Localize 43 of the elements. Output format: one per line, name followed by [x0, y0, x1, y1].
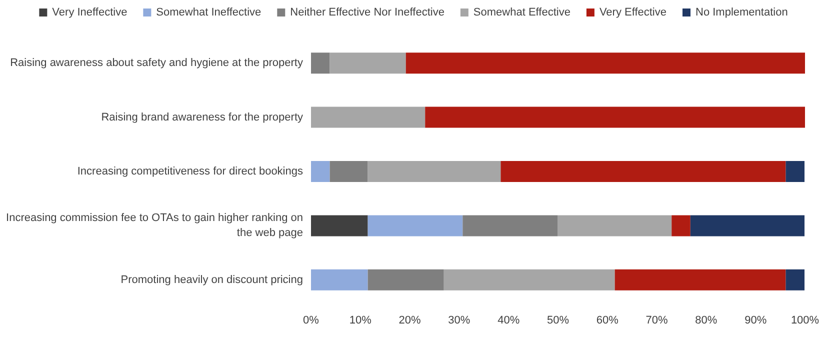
- x-tick-label: 50%: [546, 314, 570, 326]
- bar: [311, 106, 426, 128]
- y-tick-label: Raising brand awareness for the property: [101, 111, 304, 124]
- legend-label: Very Effective: [599, 6, 667, 18]
- x-tick-label: 40%: [498, 314, 520, 326]
- bar: [311, 269, 368, 290]
- bar: [672, 215, 690, 236]
- bar: [500, 161, 786, 182]
- bar: [786, 161, 805, 182]
- y-tick-label: Raising awareness about safety and hygiene at the property: [10, 57, 304, 70]
- bar: [368, 215, 463, 236]
- x-tick-label: 70%: [646, 314, 668, 326]
- bar: [330, 52, 406, 74]
- x-tick-label: 100%: [790, 314, 820, 326]
- bar: [311, 161, 330, 182]
- bar: [614, 269, 786, 290]
- bar: [425, 106, 805, 128]
- x-tick-label: 30%: [448, 314, 470, 326]
- bar: [330, 161, 368, 182]
- bar: [368, 161, 501, 182]
- bar: [406, 52, 805, 74]
- legend-label: Somewhat Ineffective: [156, 6, 262, 18]
- bar: [368, 269, 444, 290]
- bar: [444, 269, 615, 290]
- y-tick-label: Promoting heavily on discount pricing: [120, 274, 303, 286]
- x-tick-label: 0%: [303, 314, 320, 326]
- x-tick-label: 20%: [398, 314, 422, 326]
- x-tick-label: 90%: [744, 314, 767, 326]
- legend-label: Very Ineffective: [52, 6, 128, 18]
- bar: [311, 52, 330, 74]
- x-tick-label: 60%: [596, 314, 619, 326]
- legend-label: Neither Effective Nor Ineffective: [290, 6, 444, 18]
- y-tick-label: Increasing competitiveness for direct bookings: [77, 166, 304, 178]
- bar: [558, 215, 672, 236]
- bar: [690, 215, 805, 236]
- y-tick-label: Increasing commission fee to OTAs to gain higher ranking on the web page: [6, 212, 303, 240]
- x-tick-label: 10%: [349, 314, 372, 326]
- bar: [786, 269, 805, 290]
- legend-label: Somewhat Effective: [473, 6, 570, 18]
- bar: [462, 215, 558, 236]
- x-tick-label: 80%: [695, 314, 718, 326]
- legend-label: No Implementation: [696, 6, 788, 18]
- bar: [311, 215, 368, 236]
